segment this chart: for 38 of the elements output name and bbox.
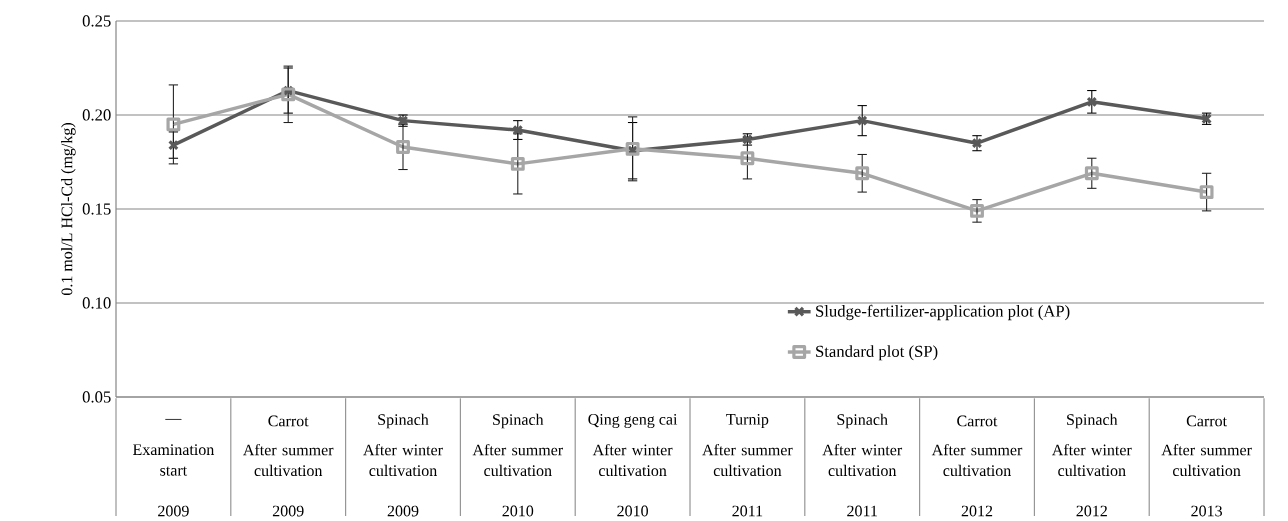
x-tick-label: Spinach	[493, 413, 544, 429]
legend-label: Sludge-fertilizer-application plot (AP)	[816, 304, 1070, 321]
text: 2012	[961, 505, 993, 517]
x-tick-label: Turnip	[726, 413, 769, 428]
text: 2009	[387, 505, 419, 517]
text: After summer cultivation	[931, 443, 1023, 477]
y-tick-label: 0.25	[82, 15, 111, 27]
text: 2010	[502, 505, 534, 517]
text: After winter cultivation	[363, 443, 443, 477]
x-tick-label: Spinach	[837, 413, 888, 429]
x-tick-label: Spinach	[378, 413, 429, 429]
text: After summer cultivation	[1161, 443, 1252, 477]
text: After summer cultivation	[243, 443, 334, 477]
text: 2012	[1076, 505, 1107, 517]
y-tick-label: 0.15	[82, 203, 111, 215]
text: After summer cultivation	[472, 443, 563, 477]
y-tick-label: 0.10	[82, 297, 111, 309]
x-tick-label: —	[165, 418, 182, 420]
text: After winter cultivation	[822, 443, 903, 477]
x-tick-label: Carrot	[1186, 415, 1227, 427]
x-tick-label: Qing geng cai	[588, 413, 678, 429]
text: 2009	[272, 505, 304, 517]
x-tick-label: Carrot	[268, 415, 309, 427]
text: 2011	[732, 505, 763, 517]
y-axis-title: 0.1 mol/L HCl-Cd (mg/kg)	[61, 123, 76, 296]
legend-label: Standard plot (SP)	[816, 345, 938, 361]
text: After winter cultivation	[592, 443, 673, 477]
y-tick-label: 0.20	[82, 109, 111, 121]
text: After winter cultivation	[1051, 443, 1132, 477]
x-tick-label: Carrot	[957, 415, 998, 427]
y-tick-label: 0.05	[82, 391, 111, 403]
text: 2010	[617, 505, 648, 517]
text: 2011	[847, 505, 877, 517]
text: 2009	[158, 505, 189, 517]
x-tick-label: Spinach	[1067, 413, 1118, 429]
text: Examination start	[132, 444, 215, 476]
text: 2013	[1191, 505, 1222, 517]
text: After summer cultivation	[702, 443, 793, 477]
